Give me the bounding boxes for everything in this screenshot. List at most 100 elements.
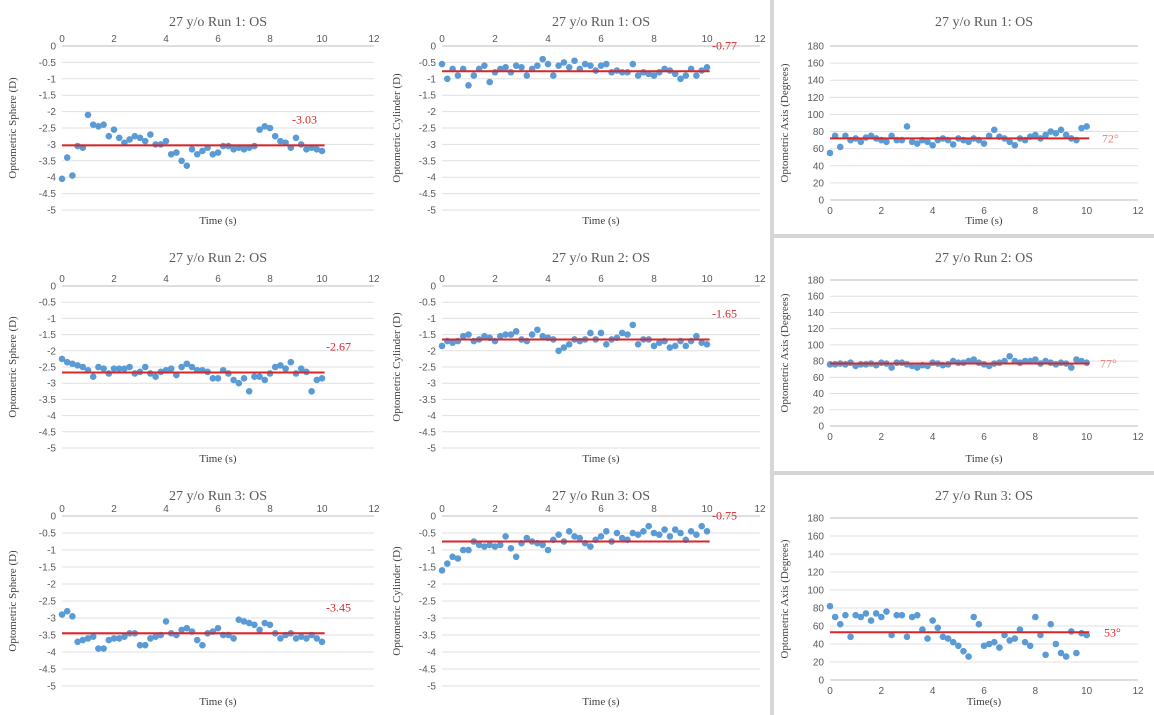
data-point xyxy=(214,375,222,382)
scatter-chart-2: 27 y/o Run 1: OS 0 -0.5 -1 -1.5 -2 -2.5 -3 -3.5 -… xyxy=(391,15,766,227)
y-tick-label: -5 xyxy=(47,682,56,693)
data-point xyxy=(1037,631,1044,639)
y-tick-label: -1.5 xyxy=(419,330,437,341)
data-point xyxy=(965,138,972,146)
data-point xyxy=(318,638,326,646)
data-point xyxy=(126,136,133,143)
data-point xyxy=(682,72,690,79)
data-point xyxy=(603,528,610,535)
data-point xyxy=(512,328,520,335)
data-point xyxy=(960,647,967,655)
data-point xyxy=(292,635,300,642)
column-divider-right xyxy=(770,0,774,715)
y-tick-label: 0 xyxy=(818,196,824,207)
data-point xyxy=(908,138,916,146)
y-tick-label: 40 xyxy=(813,161,825,172)
mean-value-label: 72° xyxy=(1102,131,1119,145)
data-point xyxy=(58,611,66,618)
data-point xyxy=(240,375,248,382)
data-point xyxy=(677,529,684,537)
data-point xyxy=(703,341,711,348)
data-point xyxy=(214,624,222,632)
data-point xyxy=(251,621,258,629)
data-point xyxy=(1006,352,1013,360)
data-point xyxy=(89,373,97,381)
data-point xyxy=(539,541,546,549)
data-point xyxy=(147,131,154,138)
data-point xyxy=(857,613,865,621)
data-point xyxy=(491,543,499,550)
data-point xyxy=(555,62,562,69)
data-point xyxy=(1073,649,1080,657)
chart-panel-2: 27 y/o Run 1: OS 0 -0.5 -1 -1.5 -2 -2.5 -3 -3.5 -… xyxy=(386,2,770,232)
data-point xyxy=(677,75,684,83)
x-tick-label: 10 xyxy=(316,274,328,285)
data-point xyxy=(618,534,626,542)
row-divider-right-1 xyxy=(774,234,1154,238)
y-axis-title: Optometric Axis (Degrees) xyxy=(779,63,791,182)
x-axis-title: Time (s) xyxy=(582,453,620,465)
data-point xyxy=(256,126,263,133)
data-point xyxy=(908,613,916,621)
data-point xyxy=(929,141,936,149)
data-point xyxy=(89,633,97,640)
data-point xyxy=(1083,631,1090,639)
y-tick-label: 160 xyxy=(807,532,824,543)
data-point xyxy=(1047,128,1055,135)
data-point xyxy=(581,60,589,68)
x-tick-label: 4 xyxy=(163,504,169,515)
y-tick-label: 80 xyxy=(813,357,825,368)
data-point xyxy=(63,154,71,161)
x-tick-label: 2 xyxy=(879,686,885,697)
x-tick-label: 10 xyxy=(316,34,328,45)
mean-value-label: -3.03 xyxy=(292,112,317,126)
data-point xyxy=(867,617,875,624)
data-point xyxy=(698,522,705,530)
data-point xyxy=(84,635,92,642)
y-tick-label: -2 xyxy=(47,580,56,591)
data-point xyxy=(634,72,642,79)
data-point xyxy=(256,373,263,381)
data-point xyxy=(256,626,263,634)
y-tick-label: 180 xyxy=(807,42,824,53)
data-point xyxy=(693,332,700,340)
data-point xyxy=(613,529,621,537)
data-point xyxy=(671,526,679,533)
y-tick-label: 0 xyxy=(430,42,436,53)
y-tick-label: 60 xyxy=(813,144,825,155)
chart-title: 27 y/o Run 2: OS xyxy=(552,251,650,266)
data-point xyxy=(438,342,446,350)
x-tick-label: 12 xyxy=(1132,206,1144,217)
x-tick-label: 6 xyxy=(981,432,987,443)
data-point xyxy=(292,134,300,142)
data-point xyxy=(454,72,462,79)
x-tick-label: 4 xyxy=(930,206,936,217)
data-point xyxy=(100,121,107,129)
data-point xyxy=(95,123,102,130)
data-point xyxy=(888,631,895,639)
x-axis-title: Time (s) xyxy=(965,453,1003,465)
x-tick-label: 6 xyxy=(215,274,221,285)
x-tick-label: 12 xyxy=(754,274,766,285)
data-point xyxy=(703,64,711,71)
y-tick-label: -4 xyxy=(47,648,56,659)
data-point xyxy=(512,553,520,561)
data-point xyxy=(970,356,978,363)
data-point xyxy=(313,376,321,384)
data-point xyxy=(459,332,467,340)
data-point xyxy=(162,618,170,625)
y-tick-label: 0 xyxy=(818,676,824,687)
data-point xyxy=(682,342,690,350)
data-point xyxy=(913,364,921,371)
data-point xyxy=(110,126,118,133)
data-point xyxy=(193,636,201,644)
x-tick-label: 0 xyxy=(439,34,445,45)
data-point xyxy=(209,150,217,158)
data-point xyxy=(183,624,191,632)
data-point xyxy=(523,72,531,79)
data-point xyxy=(703,528,711,535)
data-point xyxy=(110,635,118,642)
data-point xyxy=(1078,124,1085,132)
scatter-chart-6: 27 y/o Run 2: OS020406080100120140160180… xyxy=(779,251,1144,465)
mean-value-label: 53° xyxy=(1104,625,1121,639)
